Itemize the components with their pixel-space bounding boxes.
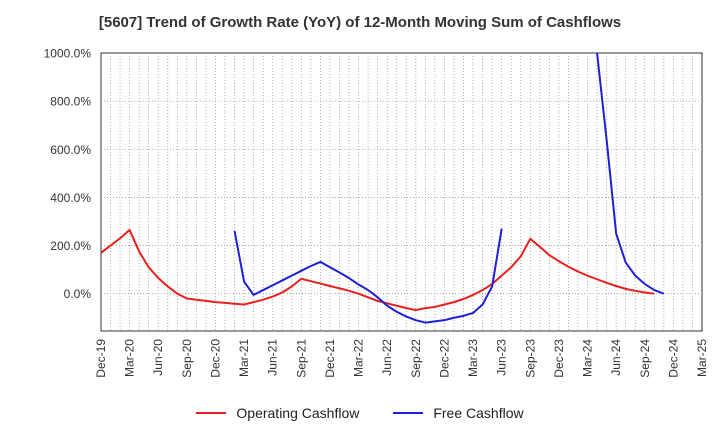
- x-tick-label: Mar-20: [123, 339, 137, 377]
- x-tick-label: Jun-21: [266, 339, 280, 376]
- series-line-operating-cashflow: [101, 228, 655, 312]
- x-tick-label: Jun-22: [380, 339, 394, 376]
- chart-title: [5607] Trend of Growth Rate (YoY) of 12-…: [98, 14, 622, 31]
- x-tick-label: Dec-19: [94, 339, 108, 378]
- legend: Operating Cashflow Free Cashflow: [0, 405, 720, 421]
- y-tick-label: 200.0%: [50, 239, 91, 253]
- x-tick-label: Sep-21: [294, 339, 308, 378]
- x-tick-label: Mar-24: [581, 339, 595, 377]
- x-tick-label: Mar-21: [237, 339, 251, 377]
- x-tick-label: Dec-23: [552, 339, 566, 378]
- legend-label-operating: Operating Cashflow: [236, 405, 360, 421]
- y-tick-label: 1000.0%: [44, 47, 92, 61]
- legend-item-operating: Operating Cashflow: [196, 405, 359, 421]
- x-tick-label: Dec-21: [323, 339, 337, 378]
- x-tick-label: Sep-24: [638, 339, 652, 378]
- x-tick-label: Jun-24: [609, 339, 623, 376]
- legend-swatch-operating: [196, 412, 227, 414]
- x-tick-label: Mar-22: [352, 339, 366, 377]
- chart: 0.0% 200.0% 400.0% 600.0% 800.0% 1000.0% Dec-…: [44, 47, 709, 378]
- x-tick-label: Mar-23: [466, 339, 480, 377]
- x-tick-label: Sep-22: [409, 339, 423, 378]
- legend-item-free: Free Cashflow: [393, 405, 524, 421]
- x-tick-label: Dec-20: [208, 339, 222, 378]
- y-tick-label: 400.0%: [50, 191, 91, 205]
- x-tick-label: Mar-25: [695, 339, 709, 377]
- legend-label-free: Free Cashflow: [433, 405, 524, 421]
- x-tick-label: Jun-23: [495, 339, 509, 376]
- x-tick-label: Jun-20: [151, 339, 165, 376]
- x-tick-label: Dec-24: [666, 339, 680, 378]
- y-tick-label: 800.0%: [50, 95, 91, 109]
- y-tick-label: 600.0%: [50, 143, 91, 157]
- y-tick-label: 0.0%: [64, 287, 92, 301]
- x-tick-label: Sep-23: [523, 339, 537, 378]
- x-tick-label: Dec-22: [437, 339, 451, 378]
- legend-swatch-free: [393, 412, 424, 414]
- x-tick-label: Sep-20: [180, 339, 194, 378]
- series-line-free-cashflow: [233, 52, 665, 324]
